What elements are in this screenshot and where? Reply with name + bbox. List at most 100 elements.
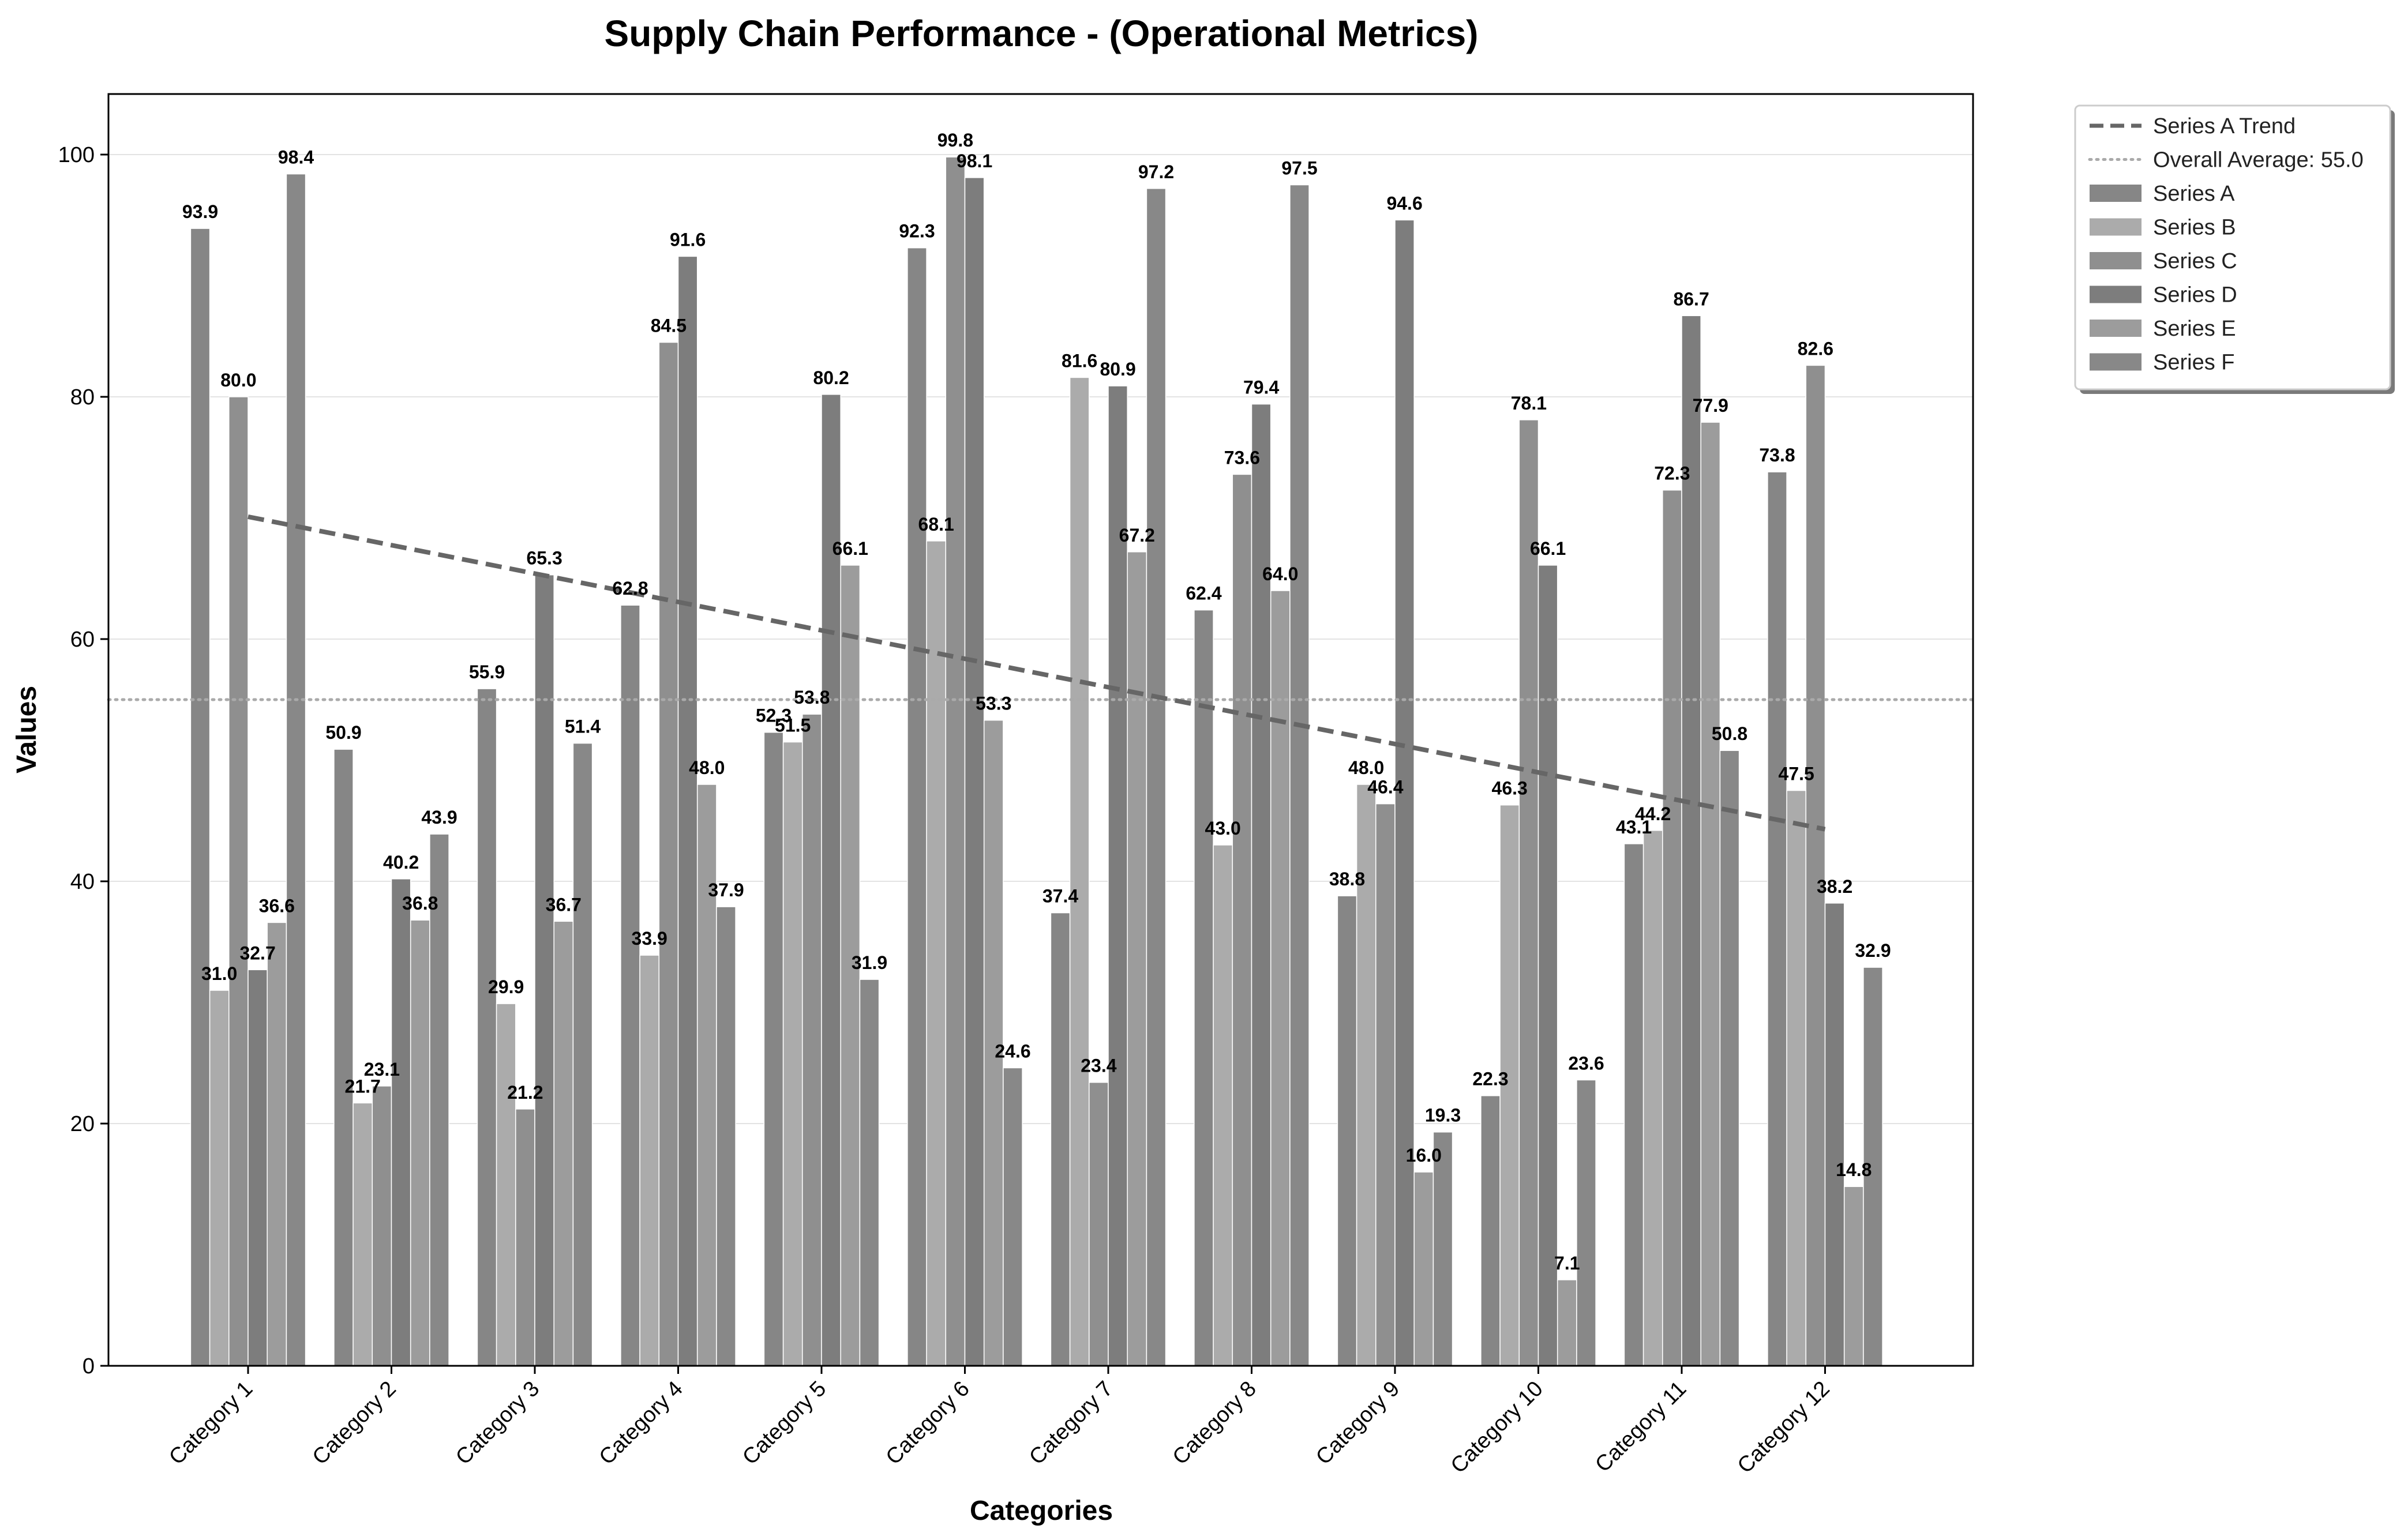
legend-label: Series B <box>2153 216 2236 240</box>
bar-value-label: 47.5 <box>1779 764 1814 784</box>
bar <box>926 540 947 1366</box>
bar <box>1127 551 1147 1366</box>
bar <box>477 688 497 1366</box>
bar-value-label: 23.6 <box>1568 1053 1604 1073</box>
bar <box>286 173 306 1366</box>
bar-value-label: 43.9 <box>421 807 457 828</box>
bar-value-label: 80.0 <box>220 370 256 390</box>
bar-value-label: 72.3 <box>1654 463 1690 484</box>
bar <box>907 247 927 1366</box>
bar-value-label: 24.6 <box>995 1041 1030 1061</box>
bar-value-label: 64.0 <box>1262 564 1298 584</box>
bar-value-label: 36.8 <box>402 893 438 914</box>
bar <box>391 878 411 1366</box>
bar-value-label: 84.5 <box>651 315 687 336</box>
bar <box>1251 403 1272 1366</box>
bar <box>716 906 736 1366</box>
bar <box>1700 422 1721 1366</box>
bar-value-label: 65.3 <box>526 548 562 569</box>
bar <box>1356 784 1377 1366</box>
bar-value-label: 36.6 <box>259 895 295 916</box>
bar <box>1375 803 1396 1366</box>
bar-value-label: 53.3 <box>976 693 1011 714</box>
legend-label: Series D <box>2153 283 2237 307</box>
bar <box>945 156 966 1366</box>
bar <box>333 749 354 1366</box>
bar <box>1337 895 1357 1366</box>
legend-label: Series C <box>2153 249 2237 273</box>
bar-value-label: 51.4 <box>565 716 601 737</box>
bar-value-label: 66.1 <box>1530 538 1566 559</box>
bar-value-label: 62.4 <box>1186 583 1221 604</box>
bar <box>1413 1171 1434 1366</box>
bar-value-label: 40.2 <box>383 852 419 873</box>
bar-value-label: 14.8 <box>1836 1159 1872 1180</box>
bar <box>534 574 554 1366</box>
bar-value-label: 7.1 <box>1554 1253 1580 1274</box>
y-tick-label: 100 <box>58 143 95 167</box>
legend-swatch <box>2090 252 2142 269</box>
bar <box>1194 609 1214 1366</box>
legend-swatch <box>2090 218 2142 236</box>
bar-value-label: 67.2 <box>1119 525 1155 546</box>
bar <box>1394 219 1415 1366</box>
legend-label: Series A <box>2153 182 2235 206</box>
bar <box>572 742 593 1366</box>
bar-value-label: 68.1 <box>918 514 954 535</box>
legend-label: Series A Trend <box>2153 114 2296 138</box>
trend-line <box>247 514 1826 832</box>
bar-value-label: 50.9 <box>325 722 361 743</box>
bar-value-label: 36.7 <box>546 894 582 915</box>
bar <box>1089 1081 1109 1366</box>
bar <box>1050 912 1071 1366</box>
bar <box>1642 830 1663 1366</box>
bar <box>1003 1067 1023 1366</box>
bar <box>1213 844 1233 1366</box>
bar <box>1518 419 1539 1366</box>
plot-frame <box>107 93 1974 1367</box>
bar-value-label: 44.2 <box>1635 803 1671 824</box>
bar <box>859 979 880 1366</box>
bar <box>782 741 803 1366</box>
bar <box>1557 1279 1577 1366</box>
bar <box>1662 489 1682 1366</box>
bar <box>247 969 268 1366</box>
bar-value-label: 23.4 <box>1081 1056 1116 1076</box>
bar-value-label: 46.3 <box>1492 778 1528 799</box>
bar <box>496 1003 516 1366</box>
bar-value-label: 51.5 <box>775 715 811 736</box>
bar <box>983 719 1004 1366</box>
legend-swatch <box>2090 185 2142 202</box>
bar-value-label: 48.0 <box>1348 757 1384 778</box>
bar-value-label: 92.3 <box>899 221 935 242</box>
bar-value-label: 97.5 <box>1281 158 1317 179</box>
bar-value-label: 73.6 <box>1224 447 1260 468</box>
bar-value-label: 21.2 <box>507 1082 543 1103</box>
legend-swatch <box>2090 286 2142 303</box>
x-axis-label: Categories <box>970 1496 1113 1526</box>
chart-title: Supply Chain Performance - (Operational … <box>605 13 1479 54</box>
bar <box>352 1102 373 1366</box>
bar <box>763 731 784 1366</box>
bar-value-label: 37.4 <box>1042 886 1078 907</box>
y-tick-label: 80 <box>70 385 95 410</box>
bar-value-label: 32.7 <box>239 942 275 963</box>
bar-value-label: 52.3 <box>756 705 792 726</box>
bar-value-label: 80.9 <box>1100 359 1135 380</box>
bar-value-label: 80.2 <box>813 367 849 388</box>
bar-value-label: 66.1 <box>832 538 868 559</box>
bar <box>1576 1079 1596 1366</box>
bar-value-label: 98.4 <box>278 147 314 168</box>
bar <box>1289 184 1310 1366</box>
bar <box>1767 471 1787 1366</box>
bar <box>228 396 249 1366</box>
bar-labels: 93.9 50.9 55.9 62.8 52.3 92.3 37.4 62.4 38.8 22.3… <box>182 130 1891 1274</box>
bar <box>1537 565 1558 1366</box>
legend-label: Series F <box>2153 351 2234 375</box>
bar-value-label: 62.8 <box>612 578 648 599</box>
bar <box>1843 1186 1864 1366</box>
bar <box>429 833 449 1366</box>
bar <box>1786 790 1807 1366</box>
y-tick-label: 20 <box>70 1112 95 1136</box>
